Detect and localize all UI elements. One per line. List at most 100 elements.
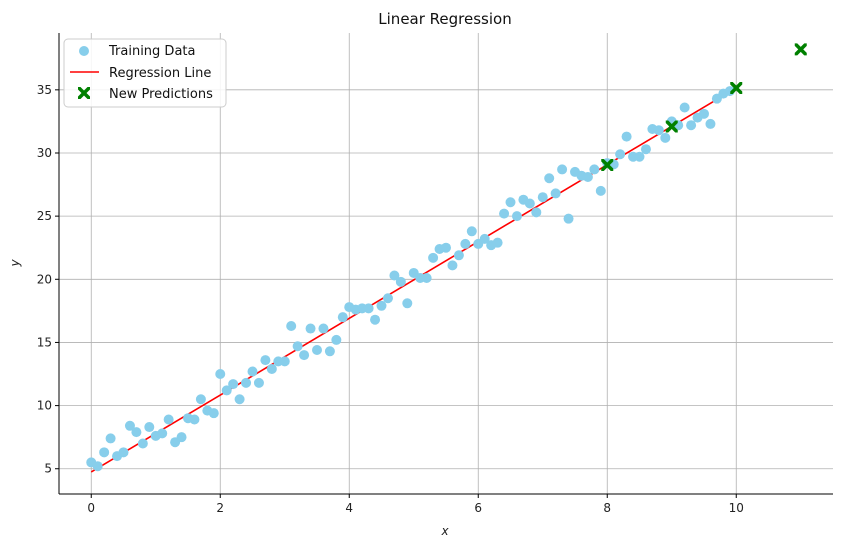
prediction-point-3 (794, 43, 807, 56)
axes (58, 33, 833, 495)
training-point-74 (563, 213, 574, 224)
y-tick-label-0: 5 (44, 462, 52, 476)
training-point-44 (370, 314, 381, 325)
training-point-57 (453, 250, 464, 261)
training-point-30 (279, 356, 290, 367)
training-point-52 (421, 273, 432, 284)
training-point-21 (221, 385, 232, 396)
training-point-17 (195, 394, 206, 405)
training-point-73 (557, 164, 568, 175)
training-point-92 (679, 102, 690, 113)
training-point-12 (163, 414, 174, 425)
training-point-61 (479, 233, 490, 244)
x-tick-label-4: 8 (603, 501, 611, 515)
training-point-31 (286, 321, 297, 332)
training-point-88 (653, 125, 664, 136)
training-point-83 (621, 131, 632, 142)
legend-frame (63, 38, 227, 108)
training-point-27 (260, 355, 271, 366)
training-point-72 (550, 188, 561, 199)
y-tick-label-1: 10 (37, 399, 52, 413)
training-point-56 (447, 260, 458, 271)
x-tick-label-0: 0 (87, 501, 95, 515)
training-point-3 (105, 433, 116, 444)
regression-line (90, 87, 737, 473)
training-point-25 (247, 366, 258, 377)
training-points (86, 86, 735, 472)
training-point-77 (582, 171, 593, 182)
prediction-point-2 (730, 81, 743, 94)
training-point-66 (511, 211, 522, 222)
training-point-33 (299, 350, 310, 361)
training-point-53 (428, 252, 439, 263)
grid-lines (59, 33, 833, 494)
training-point-45 (376, 300, 387, 311)
training-point-85 (634, 151, 645, 162)
training-point-43 (363, 303, 374, 314)
training-point-16 (189, 414, 200, 425)
training-point-11 (157, 428, 168, 439)
y-tick-label-5: 30 (37, 146, 52, 160)
training-point-24 (241, 377, 252, 388)
x-tick-label-1: 2 (216, 501, 224, 515)
training-point-35 (312, 345, 322, 356)
training-point-59 (466, 226, 477, 237)
training-point-9 (144, 422, 155, 433)
x-axis-label: x (440, 524, 449, 538)
training-point-1 (92, 461, 103, 472)
training-point-58 (460, 238, 471, 249)
training-point-32 (292, 341, 303, 352)
training-point-8 (137, 438, 148, 449)
training-point-26 (253, 377, 264, 388)
training-point-7 (131, 427, 142, 438)
training-point-93 (686, 120, 697, 131)
training-point-63 (492, 237, 503, 248)
training-point-46 (382, 293, 393, 304)
legend-label-predictions: New Predictions (109, 87, 213, 102)
chart-title: Linear Regression (378, 10, 511, 28)
training-point-95 (699, 108, 709, 119)
y-axis-label: y (8, 259, 22, 268)
training-point-71 (544, 173, 555, 184)
regression-layer (90, 87, 737, 473)
training-point-79 (595, 185, 606, 196)
legend-marker-predictions (78, 87, 90, 99)
training-point-65 (505, 197, 516, 208)
training-point-78 (589, 164, 600, 175)
training-point-68 (524, 198, 535, 209)
x-tick-label-5: 10 (729, 501, 744, 515)
training-point-19 (208, 408, 219, 419)
y-tick-label-2: 15 (37, 335, 52, 349)
training-point-6 (124, 420, 135, 431)
legend-label-training: Training Data (108, 44, 195, 59)
legend-label-regression: Regression Line (109, 66, 211, 81)
training-point-38 (331, 334, 342, 345)
training-point-86 (640, 144, 651, 155)
training-point-5 (118, 447, 129, 458)
y-ticks: 5 10 15 20 25 30 35 (37, 83, 59, 476)
training-point-55 (441, 242, 451, 253)
prediction-point-0 (601, 158, 614, 171)
training-point-47 (389, 270, 400, 281)
prediction-point-1 (665, 120, 678, 133)
training-point-37 (324, 346, 335, 357)
training-point-22 (228, 379, 239, 390)
training-point-20 (215, 369, 226, 380)
y-tick-label-4: 25 (37, 209, 52, 223)
training-point-48 (395, 276, 406, 287)
prediction-points (601, 43, 807, 171)
training-point-70 (537, 192, 548, 203)
training-point-39 (337, 312, 348, 323)
training-point-23 (234, 394, 245, 405)
training-point-36 (318, 323, 329, 334)
training-point-64 (499, 208, 510, 219)
x-ticks: 0 2 4 6 8 10 (87, 494, 744, 515)
y-tick-label-6: 35 (37, 83, 52, 97)
training-point-82 (615, 149, 626, 160)
x-tick-label-2: 4 (345, 501, 353, 515)
legend-marker-training (79, 46, 89, 56)
training-point-28 (266, 363, 277, 374)
training-point-34 (305, 323, 316, 334)
training-point-14 (176, 432, 187, 443)
